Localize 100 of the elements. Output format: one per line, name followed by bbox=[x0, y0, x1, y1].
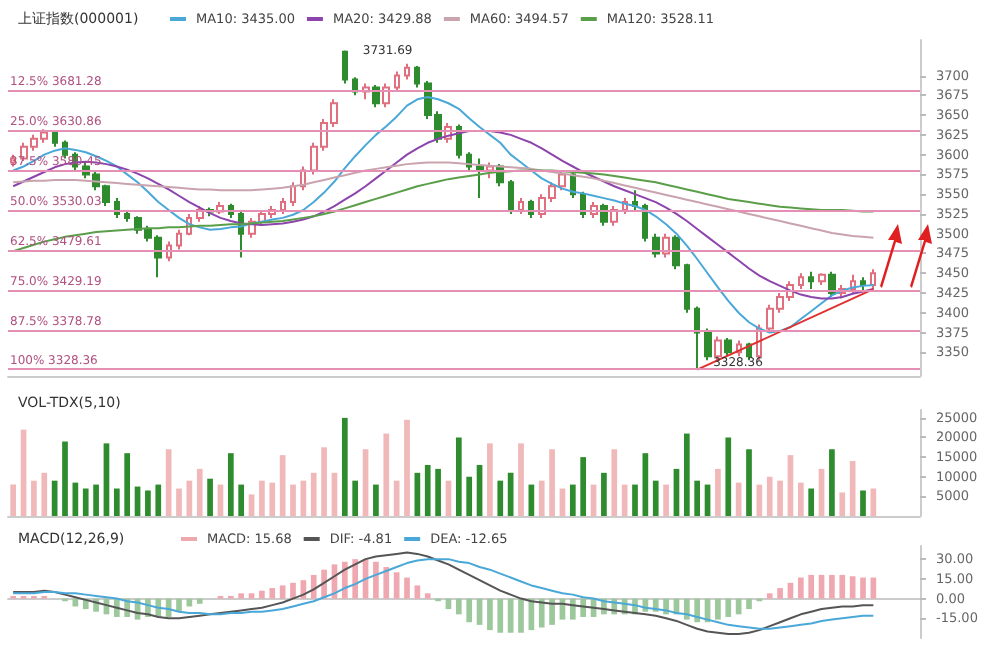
bar bbox=[290, 484, 296, 516]
bar bbox=[404, 577, 410, 599]
bar bbox=[746, 449, 752, 516]
bar bbox=[455, 437, 462, 516]
candlestick bbox=[798, 272, 804, 291]
bar bbox=[663, 484, 669, 516]
candlestick bbox=[290, 181, 296, 208]
bar bbox=[466, 598, 473, 623]
bar bbox=[797, 577, 804, 599]
bar bbox=[829, 574, 835, 599]
bar bbox=[238, 484, 245, 516]
candlestick bbox=[724, 337, 732, 358]
bar bbox=[549, 449, 555, 516]
bar bbox=[259, 480, 265, 516]
bar bbox=[196, 598, 203, 604]
bar bbox=[373, 561, 379, 599]
bar bbox=[632, 484, 638, 516]
candlestick bbox=[508, 178, 514, 215]
bar bbox=[41, 472, 48, 516]
candlestick bbox=[860, 276, 866, 292]
bar bbox=[725, 598, 732, 617]
bar bbox=[93, 484, 99, 516]
bar bbox=[248, 593, 255, 599]
candlestick bbox=[694, 305, 700, 371]
bar bbox=[746, 598, 752, 610]
bar bbox=[176, 488, 182, 516]
bar bbox=[766, 593, 773, 599]
bar bbox=[404, 419, 410, 516]
bar bbox=[683, 598, 690, 620]
bar bbox=[797, 482, 804, 516]
bar bbox=[860, 577, 866, 599]
bar bbox=[487, 443, 493, 516]
bar bbox=[383, 433, 390, 516]
bar bbox=[601, 472, 607, 516]
line-series bbox=[12, 95, 875, 334]
candlestick bbox=[818, 272, 826, 287]
bar bbox=[393, 572, 400, 599]
bar bbox=[652, 480, 659, 516]
bar bbox=[611, 449, 618, 516]
bar bbox=[455, 598, 462, 615]
candlestick bbox=[176, 228, 182, 251]
candlestick bbox=[642, 202, 648, 243]
candlestick bbox=[124, 208, 130, 223]
candlestick bbox=[342, 49, 348, 85]
bar bbox=[279, 585, 286, 599]
bar bbox=[155, 484, 162, 516]
bar bbox=[808, 488, 815, 516]
bar bbox=[766, 476, 773, 516]
bar bbox=[777, 480, 783, 516]
candlestick bbox=[280, 197, 286, 215]
bar bbox=[487, 598, 493, 631]
bar bbox=[839, 492, 846, 516]
bar bbox=[31, 480, 37, 516]
bar bbox=[424, 593, 431, 599]
bar bbox=[860, 490, 866, 516]
bar bbox=[145, 490, 151, 516]
bar bbox=[777, 588, 783, 599]
bar bbox=[715, 598, 721, 620]
bar bbox=[435, 468, 441, 516]
candlestick bbox=[704, 327, 712, 362]
candlestick bbox=[414, 65, 420, 89]
bar bbox=[383, 567, 390, 599]
bar bbox=[538, 598, 545, 628]
bar bbox=[124, 453, 131, 516]
candlestick bbox=[518, 197, 524, 215]
bar bbox=[725, 437, 732, 516]
bar bbox=[466, 476, 473, 516]
candlestick bbox=[684, 262, 690, 314]
bar bbox=[808, 574, 815, 599]
bar bbox=[10, 484, 17, 516]
candlestick bbox=[476, 157, 484, 200]
bar bbox=[538, 480, 545, 516]
bar bbox=[113, 488, 120, 516]
candlestick bbox=[52, 129, 58, 148]
bar bbox=[176, 598, 182, 612]
bar bbox=[82, 488, 89, 516]
candlestick bbox=[394, 70, 400, 93]
bar bbox=[424, 464, 431, 516]
bar bbox=[518, 443, 524, 516]
bar bbox=[259, 590, 265, 599]
bar bbox=[227, 453, 234, 516]
candlestick bbox=[632, 189, 638, 211]
bar bbox=[341, 417, 348, 516]
bar bbox=[694, 480, 701, 516]
line-series bbox=[12, 129, 875, 300]
bar bbox=[549, 598, 555, 625]
candlestick bbox=[404, 62, 410, 81]
bar bbox=[839, 574, 846, 599]
bar bbox=[829, 449, 835, 516]
bar bbox=[569, 484, 576, 516]
bar bbox=[715, 468, 721, 516]
bar bbox=[196, 468, 203, 516]
bar bbox=[310, 472, 317, 516]
bar bbox=[207, 478, 213, 516]
bar bbox=[373, 484, 379, 516]
bar bbox=[497, 480, 504, 516]
bar bbox=[580, 457, 587, 516]
candlestick bbox=[870, 268, 876, 291]
bar bbox=[569, 598, 576, 620]
bar bbox=[269, 588, 276, 599]
